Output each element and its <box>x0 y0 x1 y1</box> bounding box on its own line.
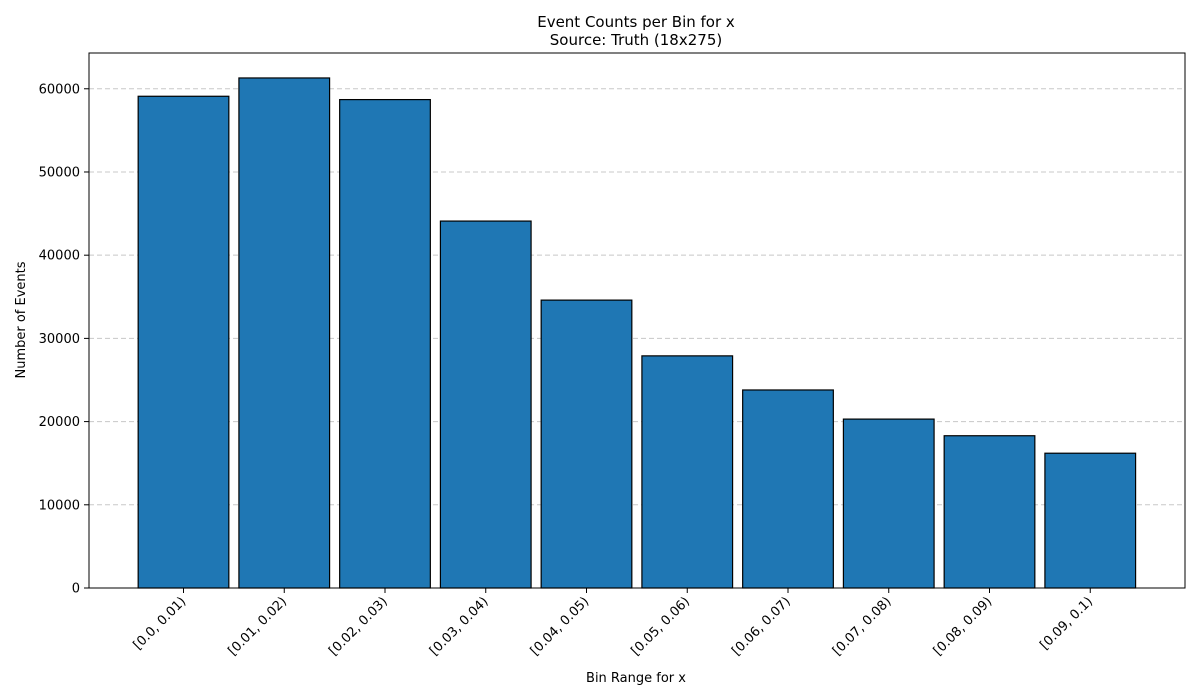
bar <box>742 389 834 589</box>
x-tick-label: [0.09, 0.1) <box>1037 594 1096 653</box>
y-axis-label: Number of Events <box>14 261 29 378</box>
x-tick-label: [0.0, 0.01) <box>131 594 190 653</box>
bar <box>842 418 935 589</box>
x-axis-label: Bin Range for x <box>586 671 686 686</box>
y-tick-label: 50000 <box>39 165 80 180</box>
bar <box>339 98 431 589</box>
chart-subtitle: Source: Truth (18x275) <box>550 31 722 49</box>
bar <box>1044 452 1137 589</box>
x-tick-label: [0.02, 0.03) <box>326 594 391 659</box>
bar <box>439 220 532 589</box>
y-axis-ticks: 0 10000 20000 30000 40000 50000 60000 <box>39 82 89 597</box>
x-tick-label: [0.05, 0.06) <box>629 594 694 659</box>
x-tick-label: [0.08, 0.09) <box>931 594 996 659</box>
x-tick-label: [0.04, 0.05) <box>528 594 593 659</box>
bar <box>137 95 230 589</box>
y-tick-label: 40000 <box>39 249 80 264</box>
bar <box>641 355 734 589</box>
x-axis-ticks: [0.0, 0.01) [0.01, 0.02) [0.02, 0.03) [0.03… <box>131 588 1096 659</box>
y-tick-label: 10000 <box>39 498 80 513</box>
bars <box>137 77 1137 589</box>
y-tick-label: 30000 <box>39 332 80 347</box>
chart-title: Event Counts per Bin for x <box>537 13 735 31</box>
plot-frame <box>88 52 1186 589</box>
y-tick-label: 60000 <box>39 82 80 97</box>
bar <box>943 435 1036 589</box>
x-tick-label: [0.06, 0.07) <box>729 594 794 659</box>
x-tick-label: [0.01, 0.02) <box>226 594 291 659</box>
bar <box>540 299 633 589</box>
y-tick-label: 0 <box>72 582 80 597</box>
y-tick-label: 20000 <box>39 415 80 430</box>
x-tick-label: [0.07, 0.08) <box>830 594 895 659</box>
bar <box>238 77 331 589</box>
x-tick-label: [0.03, 0.04) <box>427 594 492 659</box>
